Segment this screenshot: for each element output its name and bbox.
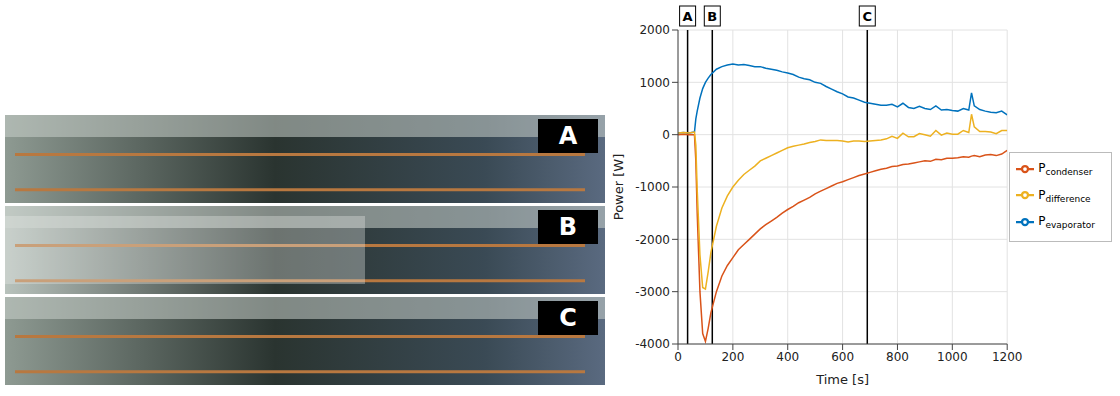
svg-text:1000: 1000: [639, 76, 670, 90]
html-text:Pevaporator: Pevaporator: [1038, 214, 1095, 231]
svg-text:1000: 1000: [937, 350, 968, 364]
svg-text:A: A: [683, 9, 693, 24]
svg-text:A: A: [559, 122, 578, 150]
svg-text:1200: 1200: [992, 350, 1023, 364]
svg-text:B: B: [707, 9, 717, 24]
svg-text:-3000: -3000: [635, 285, 670, 299]
svg-text:0: 0: [662, 128, 670, 142]
svg-text:Time [s]: Time [s]: [815, 372, 869, 387]
svg-text:600: 600: [831, 350, 854, 364]
svg-text:Power [W]: Power [W]: [611, 154, 626, 220]
svg-text:400: 400: [776, 350, 799, 364]
svg-text:-2000: -2000: [635, 233, 670, 247]
svg-text:-4000: -4000: [635, 337, 670, 351]
svg-text:B: B: [559, 213, 577, 241]
svg-text:200: 200: [721, 350, 744, 364]
html-text:Pcondenser: Pcondenser: [1038, 161, 1093, 178]
svg-text:-1000: -1000: [635, 180, 670, 194]
html-text:Pdifference: Pdifference: [1038, 187, 1091, 205]
svg-text:C: C: [863, 9, 873, 24]
svg-text:C: C: [559, 304, 577, 332]
svg-text:0: 0: [674, 350, 682, 364]
svg-text:2000: 2000: [639, 23, 670, 37]
svg-text:800: 800: [886, 350, 909, 364]
